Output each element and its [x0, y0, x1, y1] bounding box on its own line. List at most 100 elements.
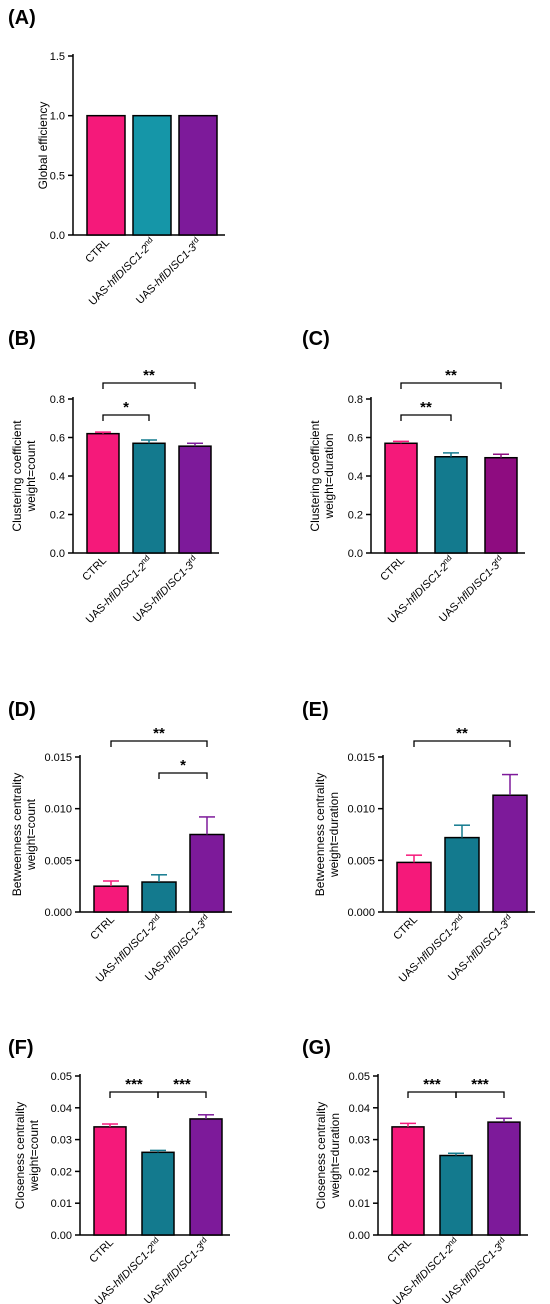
bar-2 [484, 456, 518, 554]
y-tick-label: 0.2 [50, 510, 65, 522]
bar-2 [487, 1121, 521, 1236]
y-tick-label: 0.0 [50, 548, 65, 560]
significance-label: *** [173, 1076, 191, 1093]
bar-0 [86, 114, 126, 236]
y-tick-label: 0.00 [349, 1230, 370, 1242]
significance-bracket [400, 382, 502, 389]
y-tick-label: 0.02 [349, 1166, 370, 1178]
y-tick-label: 0.0 [50, 230, 65, 242]
significance-bracket [157, 1091, 207, 1098]
bar-1 [132, 114, 172, 236]
panel-label: (B) [8, 328, 36, 350]
panel-label: (G) [302, 1037, 331, 1059]
y-tick-label: 0.8 [50, 394, 65, 406]
y-axis-label: Closeness centralityweight=count [13, 1102, 41, 1209]
chart-panel-c: (C) 0.0 0.2 0.4 0.6 0.8 Clustering coefficient… [302, 328, 525, 626]
bar-0 [391, 1126, 425, 1236]
bar-2 [178, 114, 218, 236]
y-tick-label: 0.04 [51, 1103, 72, 1115]
y-tick-label: 0.015 [44, 752, 72, 764]
significance-bracket [110, 740, 208, 747]
y-tick-label: 0.03 [349, 1135, 370, 1147]
x-tick-label: CTRL [385, 1237, 414, 1266]
significance-bracket [158, 772, 208, 779]
bar-1 [439, 1154, 473, 1236]
significance-label: ** [420, 399, 432, 416]
y-tick-label: 0.010 [44, 804, 72, 816]
y-tick-label: 0.6 [50, 433, 65, 445]
chart-panel-e: (E) 0.000 0.005 0.010 0.015 Betweenness centr… [302, 699, 535, 985]
bar-2 [189, 1118, 223, 1236]
y-axis-label: Betweenness centralityweight=duration [313, 773, 341, 896]
y-tick-label: 0.005 [347, 855, 375, 867]
bar-1 [141, 881, 177, 913]
bar-2 [178, 445, 212, 554]
significance-bracket [102, 414, 150, 421]
bar-0 [384, 442, 418, 554]
bar-1 [444, 836, 480, 913]
y-tick-label: 0.01 [51, 1198, 72, 1210]
chart-panel-g: (G) 0.00 0.01 0.02 0.03 0.04 0.05 Closeness cen… [302, 1037, 528, 1304]
significance-bracket [455, 1091, 505, 1098]
y-axis-label: Clustering coefficientweight=count [10, 420, 38, 532]
chart-panel-f: (F) 0.00 0.01 0.02 0.03 0.04 0.05 Closeness cen… [8, 1037, 230, 1304]
panel-label: (C) [302, 328, 330, 350]
bar-1 [434, 456, 468, 554]
bar-2 [492, 794, 528, 913]
panel-label: (A) [8, 7, 36, 29]
panel-label: (E) [302, 699, 329, 721]
panel-label: (F) [8, 1037, 34, 1059]
y-tick-label: 0.01 [349, 1198, 370, 1210]
significance-label: *** [423, 1076, 441, 1093]
chart-panel-b: (B) 0.0 0.2 0.4 0.6 0.8 Clustering coefficient… [8, 328, 219, 626]
y-tick-label: 0.000 [44, 907, 72, 919]
y-tick-label: 0.05 [349, 1071, 370, 1083]
y-tick-label: 0.6 [348, 433, 363, 445]
bar-0 [396, 861, 432, 913]
y-tick-label: 0.04 [349, 1103, 370, 1115]
y-tick-label: 0.05 [51, 1071, 72, 1083]
significance-label: * [123, 399, 129, 416]
significance-label: ** [456, 725, 468, 742]
y-tick-label: 0.015 [347, 752, 375, 764]
bar-1 [141, 1151, 175, 1236]
y-axis-label: Global efficiency [36, 102, 50, 190]
x-tick-label: CTRL [391, 914, 420, 943]
bar-0 [93, 1126, 127, 1236]
y-tick-label: 0.0 [348, 548, 363, 560]
y-tick-label: 0.8 [348, 394, 363, 406]
chart-panel-d: (D) 0.000 0.005 0.010 0.015 Betweenness centr… [8, 699, 232, 985]
y-tick-label: 0.03 [51, 1135, 72, 1147]
y-tick-label: 0.00 [51, 1230, 72, 1242]
significance-bracket [413, 740, 511, 747]
significance-label: ** [143, 367, 155, 384]
significance-label: * [180, 757, 186, 774]
y-tick-label: 1.5 [50, 51, 65, 63]
y-tick-label: 1.0 [50, 111, 65, 123]
y-tick-label: 0.010 [347, 804, 375, 816]
x-tick-label: CTRL [87, 1237, 116, 1266]
bar-1 [132, 442, 166, 554]
significance-bracket [102, 382, 196, 389]
x-tick-label: CTRL [88, 914, 117, 943]
y-tick-label: 0.02 [51, 1166, 72, 1178]
significance-label: *** [471, 1076, 489, 1093]
significance-label: ** [445, 367, 457, 384]
y-tick-label: 0.000 [347, 907, 375, 919]
x-tick-label: CTRL [80, 555, 109, 584]
x-tick-label: CTRL [83, 237, 112, 266]
y-tick-label: 0.5 [50, 170, 65, 182]
y-axis-label: Closeness centralityweight=duration [314, 1102, 342, 1209]
significance-bracket [400, 414, 452, 421]
y-tick-label: 0.2 [348, 510, 363, 522]
panel-label: (D) [8, 699, 36, 721]
bar-2 [189, 833, 225, 913]
y-axis-label: Betweenness centralityweight=count [10, 773, 38, 896]
y-tick-label: 0.005 [44, 855, 72, 867]
bar-0 [86, 432, 120, 554]
significance-label: ** [153, 725, 165, 742]
bar-0 [93, 885, 129, 913]
x-tick-label: CTRL [378, 555, 407, 584]
significance-label: *** [125, 1076, 143, 1093]
